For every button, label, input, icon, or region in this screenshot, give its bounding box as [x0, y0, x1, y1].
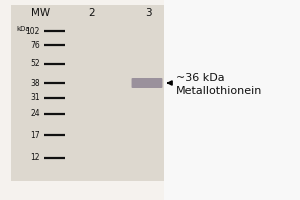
Text: 2: 2 — [88, 8, 95, 18]
Text: 17: 17 — [30, 131, 40, 140]
FancyBboxPatch shape — [11, 5, 164, 181]
FancyBboxPatch shape — [164, 0, 300, 200]
Text: MW: MW — [31, 8, 50, 18]
Text: 31: 31 — [30, 94, 40, 102]
Text: Metallothionein: Metallothionein — [176, 86, 262, 96]
Text: kDa: kDa — [16, 26, 30, 32]
FancyBboxPatch shape — [132, 78, 163, 88]
Text: 12: 12 — [30, 154, 40, 162]
Text: 38: 38 — [30, 78, 40, 88]
Text: 24: 24 — [30, 109, 40, 118]
Text: 76: 76 — [30, 40, 40, 49]
Text: 52: 52 — [30, 60, 40, 68]
Text: 102: 102 — [26, 26, 40, 36]
Text: ~36 kDa: ~36 kDa — [176, 73, 224, 83]
Text: 3: 3 — [145, 8, 152, 18]
